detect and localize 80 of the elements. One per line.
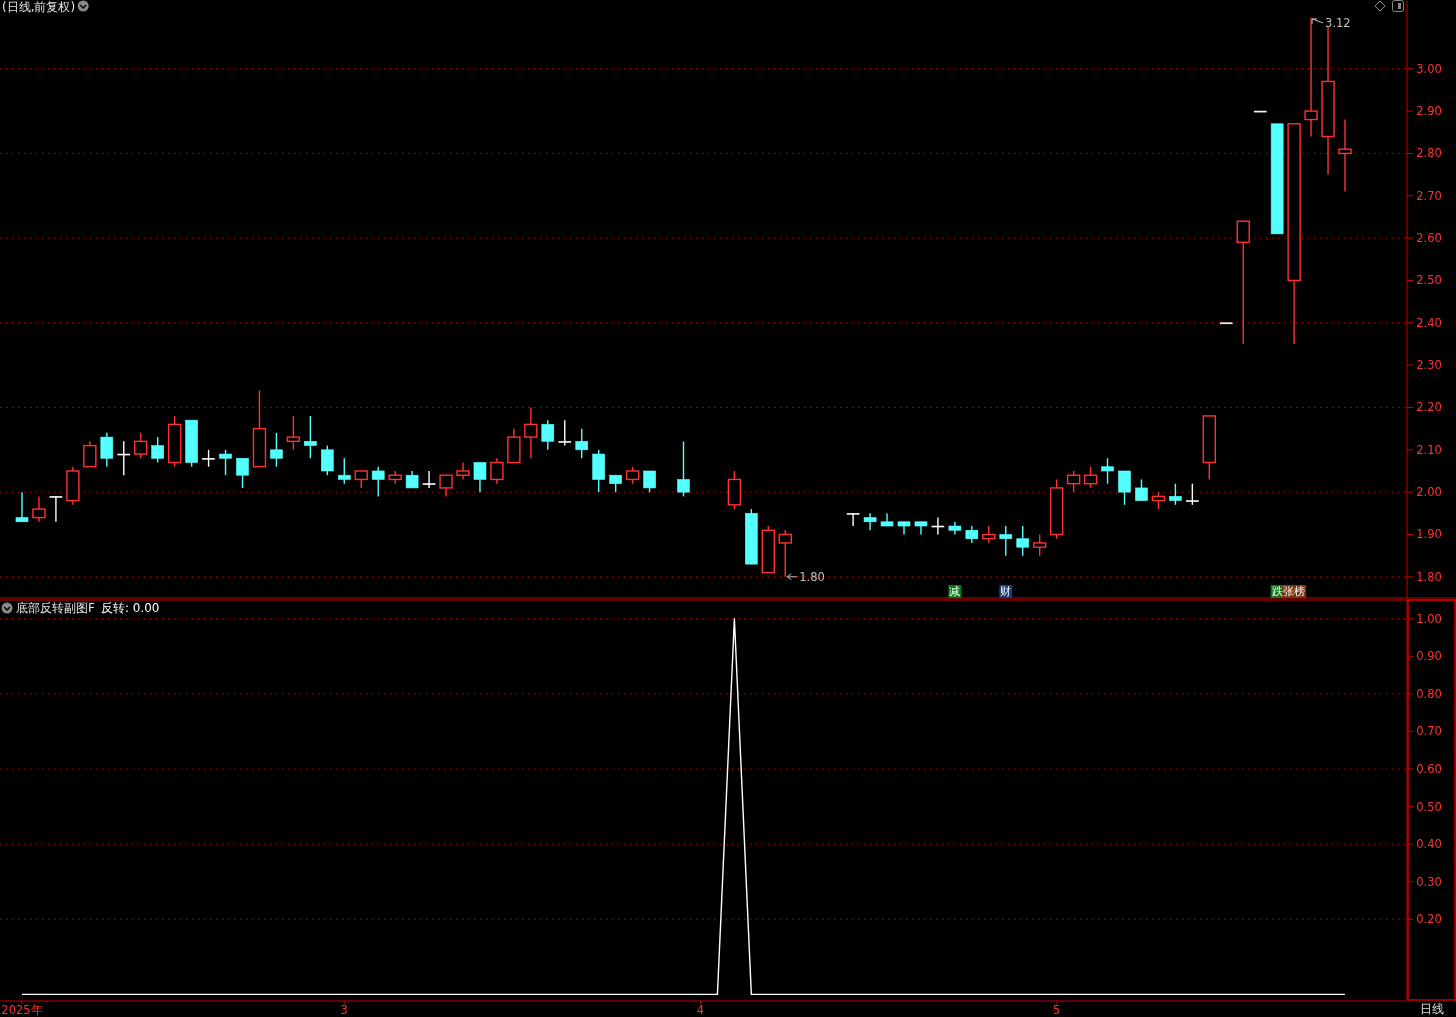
y-tick-label: 2.50: [1416, 273, 1442, 288]
candlestick: [541, 419, 555, 451]
y-tick-label: 0.30: [1416, 874, 1442, 889]
candlestick: [1101, 457, 1114, 485]
candlestick: [219, 449, 232, 476]
y-tick-label: 2.40: [1416, 315, 1442, 330]
candlestick: [422, 470, 436, 489]
candlestick: [134, 432, 148, 459]
candlestick: [32, 495, 46, 523]
y-tick-label: 0.20: [1416, 912, 1442, 927]
y-tick-label: 1.80: [1416, 569, 1442, 584]
x-tick-label: 4: [696, 1003, 705, 1017]
y-tick-label: 2.10: [1416, 442, 1442, 457]
candlestick: [15, 491, 29, 523]
candlestick: [83, 440, 97, 468]
annotation: 3.12: [1325, 15, 1351, 30]
candlestick: [1083, 466, 1098, 489]
y-tick-label: 0.50: [1416, 799, 1442, 814]
candlestick: [1338, 118, 1352, 193]
annotation: 1.80: [799, 569, 825, 584]
candlestick: [1169, 482, 1182, 506]
candlestick: [490, 457, 504, 485]
candlestick: [1186, 482, 1199, 506]
chart-title: (日线,前复权): [2, 0, 76, 14]
y-tick-label: 2.60: [1416, 231, 1442, 246]
candlestick: [1118, 470, 1131, 506]
candlestick: [439, 474, 453, 498]
x-tick-label: 3: [340, 1003, 348, 1017]
candlestick: [117, 440, 131, 476]
candlestick: [1304, 17, 1318, 138]
y-tick-label: 2.90: [1416, 104, 1442, 119]
candlestick: [982, 525, 996, 544]
candlestick: [778, 529, 792, 578]
y-tick-label: 2.20: [1416, 400, 1442, 415]
chart-title: 底部反转副图F: [16, 601, 95, 615]
candlestick: [286, 415, 301, 451]
y-tick-label: 1.00: [1416, 611, 1442, 626]
candlestick: [863, 512, 877, 531]
x-tick-label: 5: [1052, 1003, 1061, 1017]
candlestick: [677, 440, 690, 498]
candlestick: [337, 457, 351, 485]
candlestick: [1236, 220, 1250, 345]
candlestick: [151, 436, 164, 464]
candlestick: [524, 406, 538, 459]
candlestick: [558, 419, 572, 447]
candlestick: [473, 461, 487, 493]
candlestick: [1135, 478, 1148, 502]
candlestick: [270, 432, 283, 468]
y-tick-label: 0.70: [1416, 724, 1442, 739]
candlestick: [575, 427, 589, 459]
annotation: 减: [949, 585, 961, 598]
annotation: 张榜: [1283, 585, 1306, 598]
y-tick-label: 2.70: [1416, 188, 1442, 203]
annotation: 财: [1000, 585, 1012, 598]
candlestick: [1066, 470, 1081, 493]
candlestick: [1032, 533, 1047, 557]
y-tick-label: 2.00: [1416, 485, 1442, 500]
candlestick: [643, 470, 656, 493]
text: 反转: 0.00: [100, 601, 160, 615]
candlestick: [846, 512, 860, 527]
candlestick: [321, 444, 334, 476]
candlestick: [1016, 525, 1030, 557]
y-tick-label: 0.80: [1416, 686, 1442, 701]
x-tick-label: 2025年: [1, 1003, 43, 1017]
y-tick-label: 2.30: [1416, 358, 1442, 373]
candlestick: [931, 516, 945, 536]
text: 日线: [1420, 1002, 1444, 1016]
y-tick-label: 1.90: [1416, 527, 1442, 542]
annotation: 跌: [1271, 585, 1283, 598]
candlestick: [371, 466, 385, 498]
y-tick-label: 2.80: [1416, 146, 1442, 161]
candlestick: [236, 457, 249, 489]
candlestick: [304, 415, 317, 459]
y-tick-label: 0.60: [1416, 762, 1442, 777]
candlestick: [999, 525, 1013, 557]
y-tick-label: 0.90: [1416, 649, 1442, 664]
y-tick-label: 3.00: [1416, 61, 1442, 76]
y-tick-label: 0.40: [1416, 837, 1442, 852]
candlestick: [49, 495, 63, 523]
candlestick: [100, 432, 114, 468]
